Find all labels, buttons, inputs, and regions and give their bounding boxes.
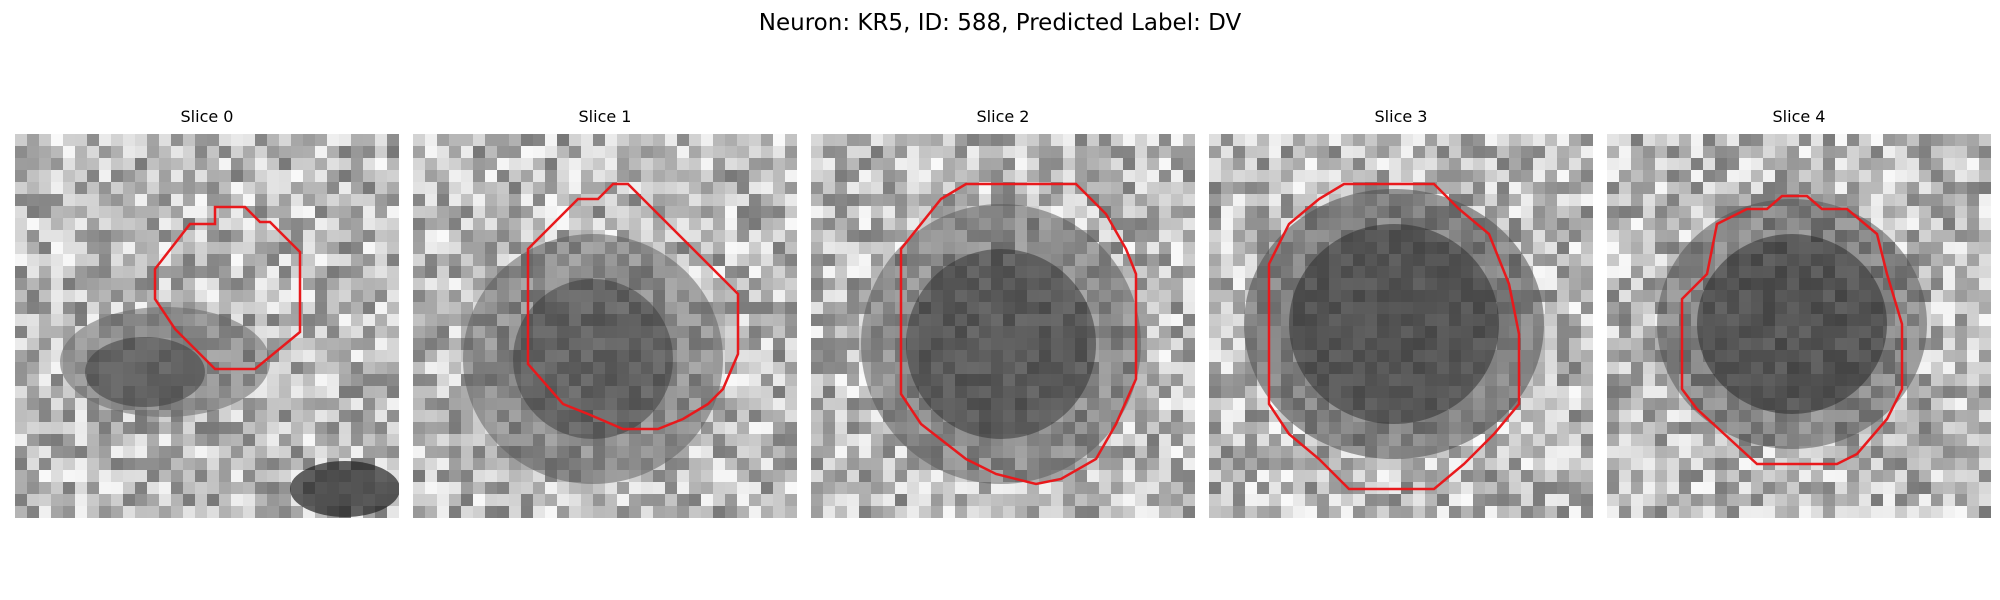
slice-title: Slice 4 [1772,107,1826,126]
roi-contour [526,182,740,431]
slice-title: Slice 1 [578,107,632,126]
slice-image [15,134,399,518]
slice-image [1209,134,1593,518]
dark-blobs [1244,189,1544,459]
dark-blobs [463,234,723,484]
slice-title: Slice 3 [1374,107,1428,126]
roi-contour [1267,182,1521,491]
figure-title: Neuron: KR5, ID: 588, Predicted Label: D… [758,10,1242,36]
pixel-texture [15,134,399,518]
slice-image [811,134,1195,518]
dark-blobs [861,204,1141,484]
dark-blobs [60,307,399,517]
roi-contour [899,182,1138,486]
dark-blobs [1657,199,1927,449]
slice-image [1607,134,1991,518]
roi-contour [153,205,302,371]
slice-image [413,134,797,518]
roi-contour [1680,194,1904,466]
slice-title: Slice 0 [180,107,234,126]
slice-title: Slice 2 [976,107,1030,126]
